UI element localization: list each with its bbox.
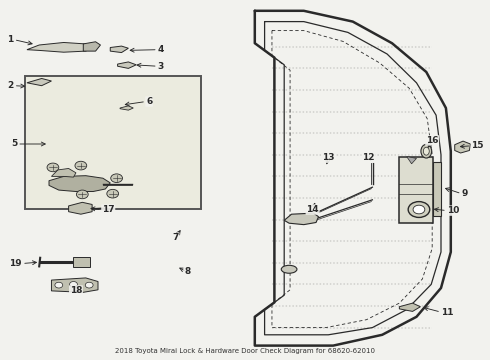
Text: 6: 6 — [146, 97, 152, 106]
Text: 2: 2 — [7, 81, 14, 90]
Text: 5: 5 — [11, 139, 17, 148]
Circle shape — [70, 282, 77, 287]
Text: 9: 9 — [462, 189, 468, 198]
Polygon shape — [455, 141, 470, 153]
Ellipse shape — [423, 147, 429, 155]
Bar — [433, 162, 441, 216]
Circle shape — [413, 205, 425, 214]
Polygon shape — [49, 176, 110, 192]
FancyBboxPatch shape — [24, 76, 201, 209]
Text: 3: 3 — [158, 62, 164, 71]
Text: 19: 19 — [9, 259, 22, 268]
Circle shape — [47, 163, 59, 172]
Text: 10: 10 — [447, 206, 459, 215]
Text: 2018 Toyota Mirai Lock & Hardware Door Check Diagram for 68620-62010: 2018 Toyota Mirai Lock & Hardware Door C… — [115, 347, 375, 354]
Polygon shape — [27, 42, 93, 52]
Text: 15: 15 — [471, 141, 484, 150]
Polygon shape — [27, 78, 51, 86]
Text: 13: 13 — [322, 153, 335, 162]
Text: 17: 17 — [102, 205, 115, 214]
Polygon shape — [83, 42, 100, 51]
Polygon shape — [51, 168, 76, 177]
Ellipse shape — [281, 265, 297, 273]
Text: 16: 16 — [426, 136, 439, 145]
FancyBboxPatch shape — [399, 157, 433, 223]
Polygon shape — [51, 278, 98, 292]
Polygon shape — [110, 46, 128, 53]
Text: 7: 7 — [172, 233, 179, 242]
Circle shape — [111, 174, 122, 183]
Circle shape — [85, 282, 93, 288]
Polygon shape — [69, 202, 92, 214]
Text: 11: 11 — [441, 307, 454, 317]
Polygon shape — [284, 213, 318, 225]
Polygon shape — [407, 157, 416, 164]
Text: 1: 1 — [7, 35, 14, 44]
Ellipse shape — [421, 144, 432, 158]
Circle shape — [107, 189, 119, 198]
Polygon shape — [399, 303, 420, 311]
Circle shape — [75, 161, 87, 170]
Polygon shape — [118, 62, 136, 68]
Text: 12: 12 — [362, 153, 375, 162]
Text: 14: 14 — [306, 205, 319, 214]
Circle shape — [408, 202, 430, 217]
Text: 18: 18 — [70, 286, 82, 295]
Polygon shape — [120, 106, 133, 110]
Bar — [73, 257, 90, 267]
Text: 4: 4 — [158, 45, 164, 54]
Text: 8: 8 — [184, 267, 190, 276]
Circle shape — [76, 190, 88, 199]
Circle shape — [55, 282, 63, 288]
